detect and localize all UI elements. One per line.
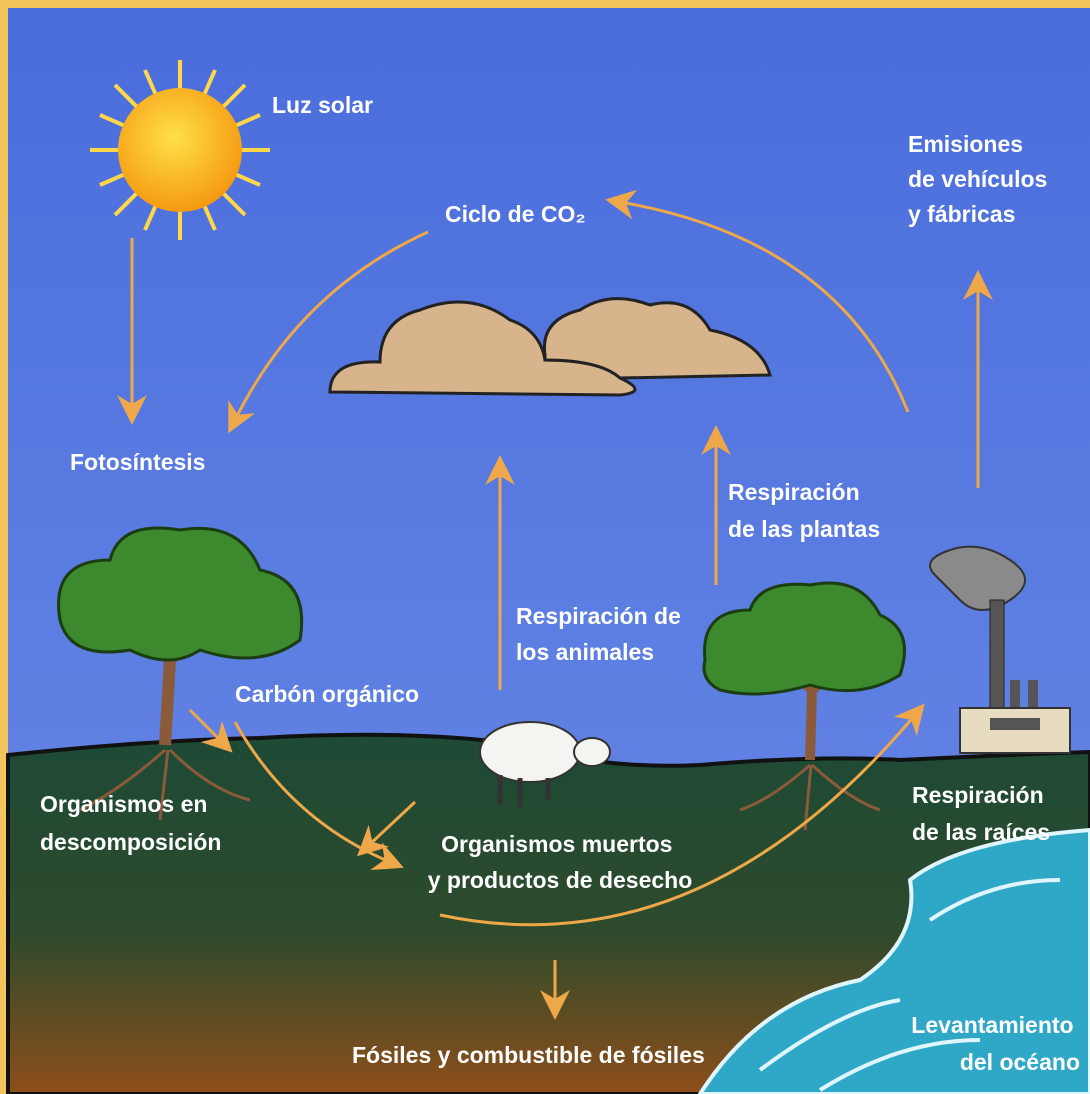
emissions-label: Emisiones de vehículos y fábricas (908, 131, 1054, 227)
line: Respiración de (516, 603, 681, 629)
line: Organismos en (40, 791, 207, 817)
sun-label: Luz solar (272, 92, 373, 118)
ocean (697, 827, 1090, 1094)
decomposition-label: Organismos en descomposición (40, 791, 221, 855)
sheep (479, 721, 611, 808)
line: los animales (516, 639, 654, 665)
tree-right (702, 581, 906, 831)
clouds (328, 297, 772, 397)
ocean-uplift-label: Levantamiento del océano (911, 1012, 1080, 1075)
labels: Luz solar Emisiones de vehículos y fábri… (40, 92, 1080, 1075)
tree-left (57, 526, 304, 821)
sun (90, 60, 270, 240)
line: y fábricas (908, 201, 1015, 227)
arrows (117, 189, 993, 1020)
fossils-label: Fósiles y combustible de fósiles (352, 1042, 705, 1068)
factory (929, 545, 1071, 754)
line: y productos de desecho (428, 867, 693, 893)
line: de las plantas (728, 516, 880, 542)
line: de vehículos (908, 166, 1047, 192)
line: Levantamiento (911, 1012, 1073, 1038)
line: Emisiones (908, 131, 1023, 157)
dead-organisms-label: Organismos muertos y productos de desech… (428, 831, 693, 893)
line: Organismos muertos (441, 831, 672, 857)
photosynthesis-label: Fotosíntesis (70, 449, 205, 475)
waves (758, 878, 1061, 1092)
line: descomposición (40, 829, 221, 855)
animal-respiration-label: Respiración de los animales (516, 603, 687, 665)
plant-respiration-label: Respiración de las plantas (728, 479, 880, 542)
line: Respiración (912, 782, 1044, 808)
line: de las raíces (912, 819, 1050, 845)
organic-carbon-label: Carbón orgánico (235, 681, 419, 707)
cycle-title: Ciclo de CO₂ (445, 201, 586, 227)
root-respiration-label: Respiración de las raíces (912, 782, 1050, 845)
line: Respiración (728, 479, 860, 505)
line: del océano (960, 1049, 1080, 1075)
